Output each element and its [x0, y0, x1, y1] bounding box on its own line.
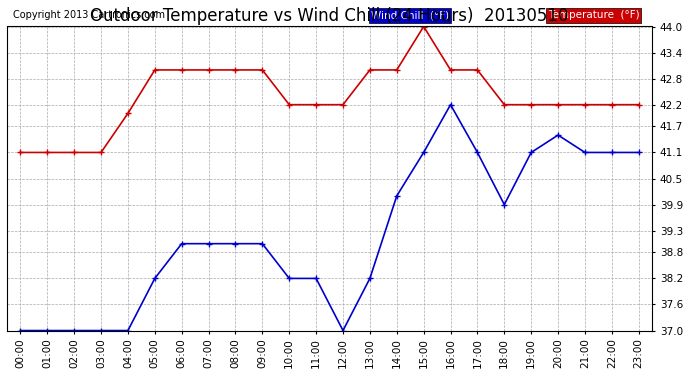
- Text: Copyright 2013 Cartronics.com: Copyright 2013 Cartronics.com: [13, 10, 166, 20]
- Text: Temperature  (°F): Temperature (°F): [548, 10, 639, 20]
- Text: Wind Chill  (°F): Wind Chill (°F): [371, 10, 449, 20]
- Title: Outdoor Temperature vs Wind Chill (24 Hours)  20130510: Outdoor Temperature vs Wind Chill (24 Ho…: [90, 7, 569, 25]
